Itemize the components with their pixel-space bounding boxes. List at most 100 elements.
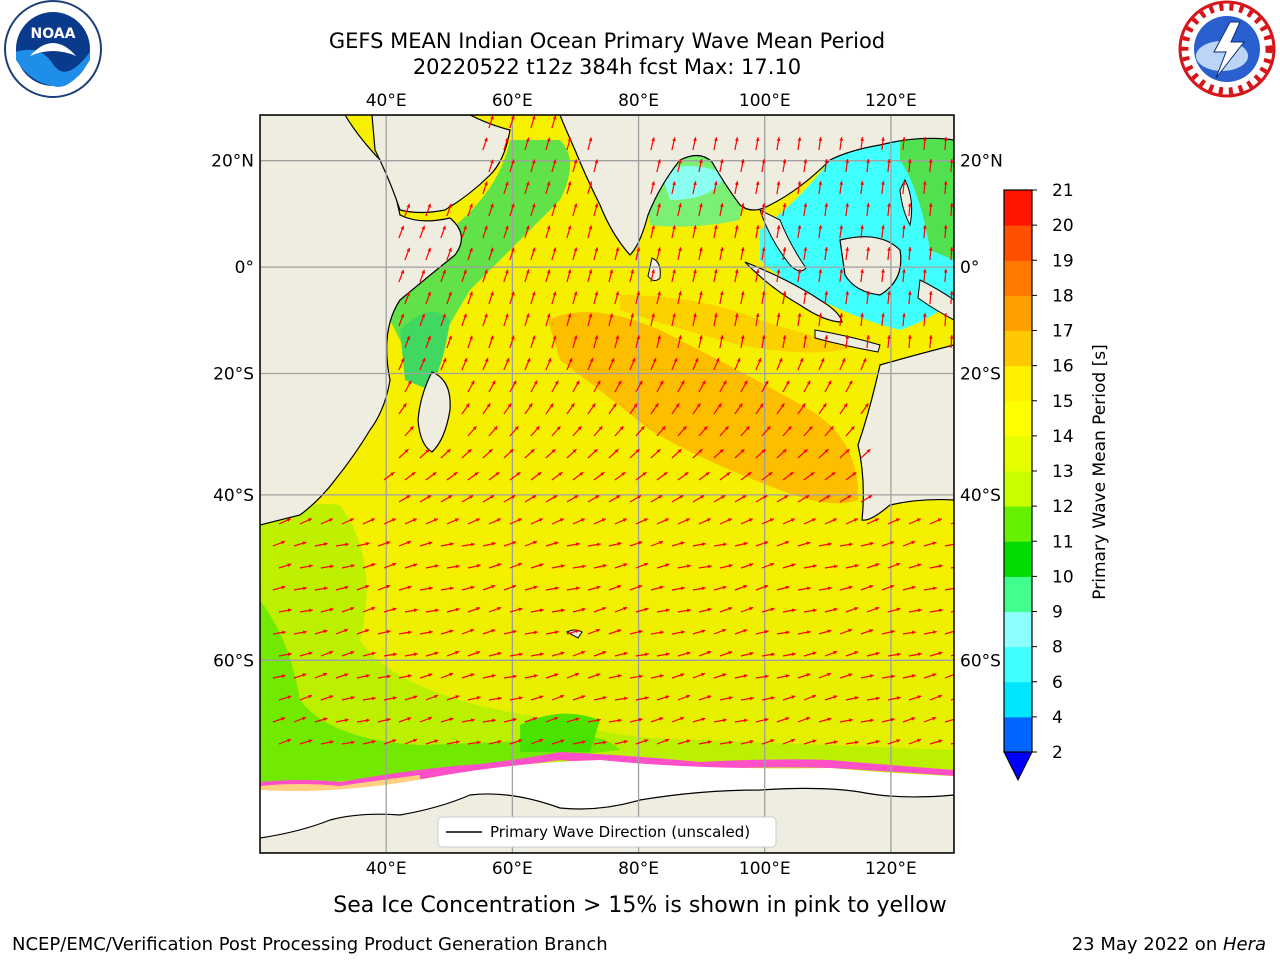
wave-arrow — [698, 695, 712, 701]
wave-arrow — [461, 628, 475, 635]
wave-arrow — [845, 335, 850, 349]
wave-arrow — [824, 695, 838, 701]
wave-arrow — [482, 718, 496, 723]
wave-arrow — [488, 203, 494, 217]
wave-arrow — [440, 313, 446, 327]
wave-arrow — [293, 630, 307, 635]
wave-arrow — [482, 448, 493, 459]
wave-arrow — [461, 357, 468, 371]
wave-arrow — [566, 672, 580, 679]
wave-arrow — [713, 403, 722, 415]
wave-arrow — [782, 291, 787, 305]
wave-arrow — [341, 518, 355, 525]
wave-arrow — [629, 717, 643, 723]
wave-arrow — [482, 674, 496, 679]
wave-arrow — [461, 542, 475, 547]
wave-arrow — [635, 518, 649, 525]
wave-arrow — [755, 269, 760, 283]
wave-arrow — [608, 313, 614, 327]
map-area — [260, 115, 954, 853]
wave-arrow — [692, 672, 706, 679]
wave-arrow — [587, 542, 601, 547]
colorbar-tick-label: 20 — [1052, 216, 1074, 236]
wave-arrow — [929, 694, 943, 701]
wave-arrow — [928, 334, 933, 349]
wave-arrow — [587, 673, 601, 679]
wave-arrow — [776, 137, 781, 151]
wave-arrow — [530, 115, 536, 129]
wave-arrow — [488, 247, 494, 261]
wave-arrow — [524, 403, 533, 415]
wave-arrow — [782, 608, 796, 613]
wave-arrow — [922, 224, 927, 239]
wave-arrow — [782, 738, 796, 745]
wave-arrow — [887, 562, 901, 569]
wave-arrow — [629, 269, 635, 283]
wave-arrow — [866, 518, 880, 525]
wave-arrow — [734, 403, 743, 415]
wave-arrow — [803, 608, 817, 613]
wave-arrow — [467, 335, 473, 349]
wave-arrow — [656, 380, 664, 393]
wave-arrow — [928, 202, 933, 217]
wave-arrow — [950, 698, 954, 701]
wave-arrow — [629, 629, 643, 635]
wave-arrow — [614, 518, 628, 525]
wave-arrow — [509, 652, 523, 657]
wave-arrow — [419, 673, 433, 679]
wave-arrow — [797, 313, 802, 327]
wave-arrow — [818, 494, 831, 503]
wave-arrow — [734, 718, 748, 723]
wave-arrow — [467, 247, 473, 261]
wave-arrow — [776, 585, 790, 591]
wave-arrow — [614, 247, 620, 261]
wave-arrow — [482, 225, 488, 239]
wave-arrow — [356, 674, 370, 679]
wave-arrow — [572, 740, 586, 745]
wave-arrow — [907, 247, 912, 261]
colorbar-tick-label: 8 — [1052, 638, 1063, 658]
wave-arrow — [782, 563, 796, 569]
wave-arrow — [404, 335, 411, 349]
colorbar-tick-label: 15 — [1052, 392, 1074, 412]
colorbar-segment — [1004, 471, 1032, 507]
wave-arrow — [488, 335, 494, 349]
wave-arrow — [845, 518, 859, 525]
wave-arrow — [803, 159, 808, 173]
wave-arrow — [299, 564, 313, 569]
wave-arrow — [530, 518, 544, 525]
wave-arrow — [671, 448, 682, 459]
wave-arrow — [860, 269, 864, 283]
wave-arrow — [881, 584, 895, 591]
wave-arrow — [419, 716, 433, 723]
wave-arrow — [488, 740, 502, 745]
wave-arrow — [566, 542, 580, 547]
wave-arrow — [608, 629, 622, 635]
wave-arrow — [656, 695, 670, 701]
wave-arrow — [593, 291, 599, 305]
wave-arrow — [943, 136, 948, 151]
wave-arrow — [656, 738, 670, 745]
wave-arrow — [566, 586, 580, 591]
wave-arrow — [671, 403, 680, 415]
wave-arrow — [713, 585, 727, 591]
wave-arrow — [845, 471, 857, 481]
wave-arrow — [572, 695, 586, 701]
wave-arrow — [404, 247, 411, 261]
wave-arrow — [698, 564, 712, 569]
wave-arrow — [671, 137, 676, 151]
wave-arrow — [593, 380, 601, 393]
wave-arrow — [503, 448, 514, 459]
wave-arrow — [530, 247, 536, 261]
wave-arrow — [845, 740, 859, 745]
wave-arrow — [377, 541, 391, 547]
wave-arrow — [635, 380, 643, 393]
wave-arrow — [509, 425, 519, 437]
wave-arrow — [551, 159, 557, 173]
wave-arrow — [713, 542, 727, 547]
colorbar-tick-label: 6 — [1052, 673, 1063, 693]
wave-arrow — [503, 269, 509, 283]
wave-arrow — [278, 608, 292, 613]
colorbar-tick-label: 18 — [1052, 286, 1074, 306]
wave-arrow — [719, 696, 733, 701]
